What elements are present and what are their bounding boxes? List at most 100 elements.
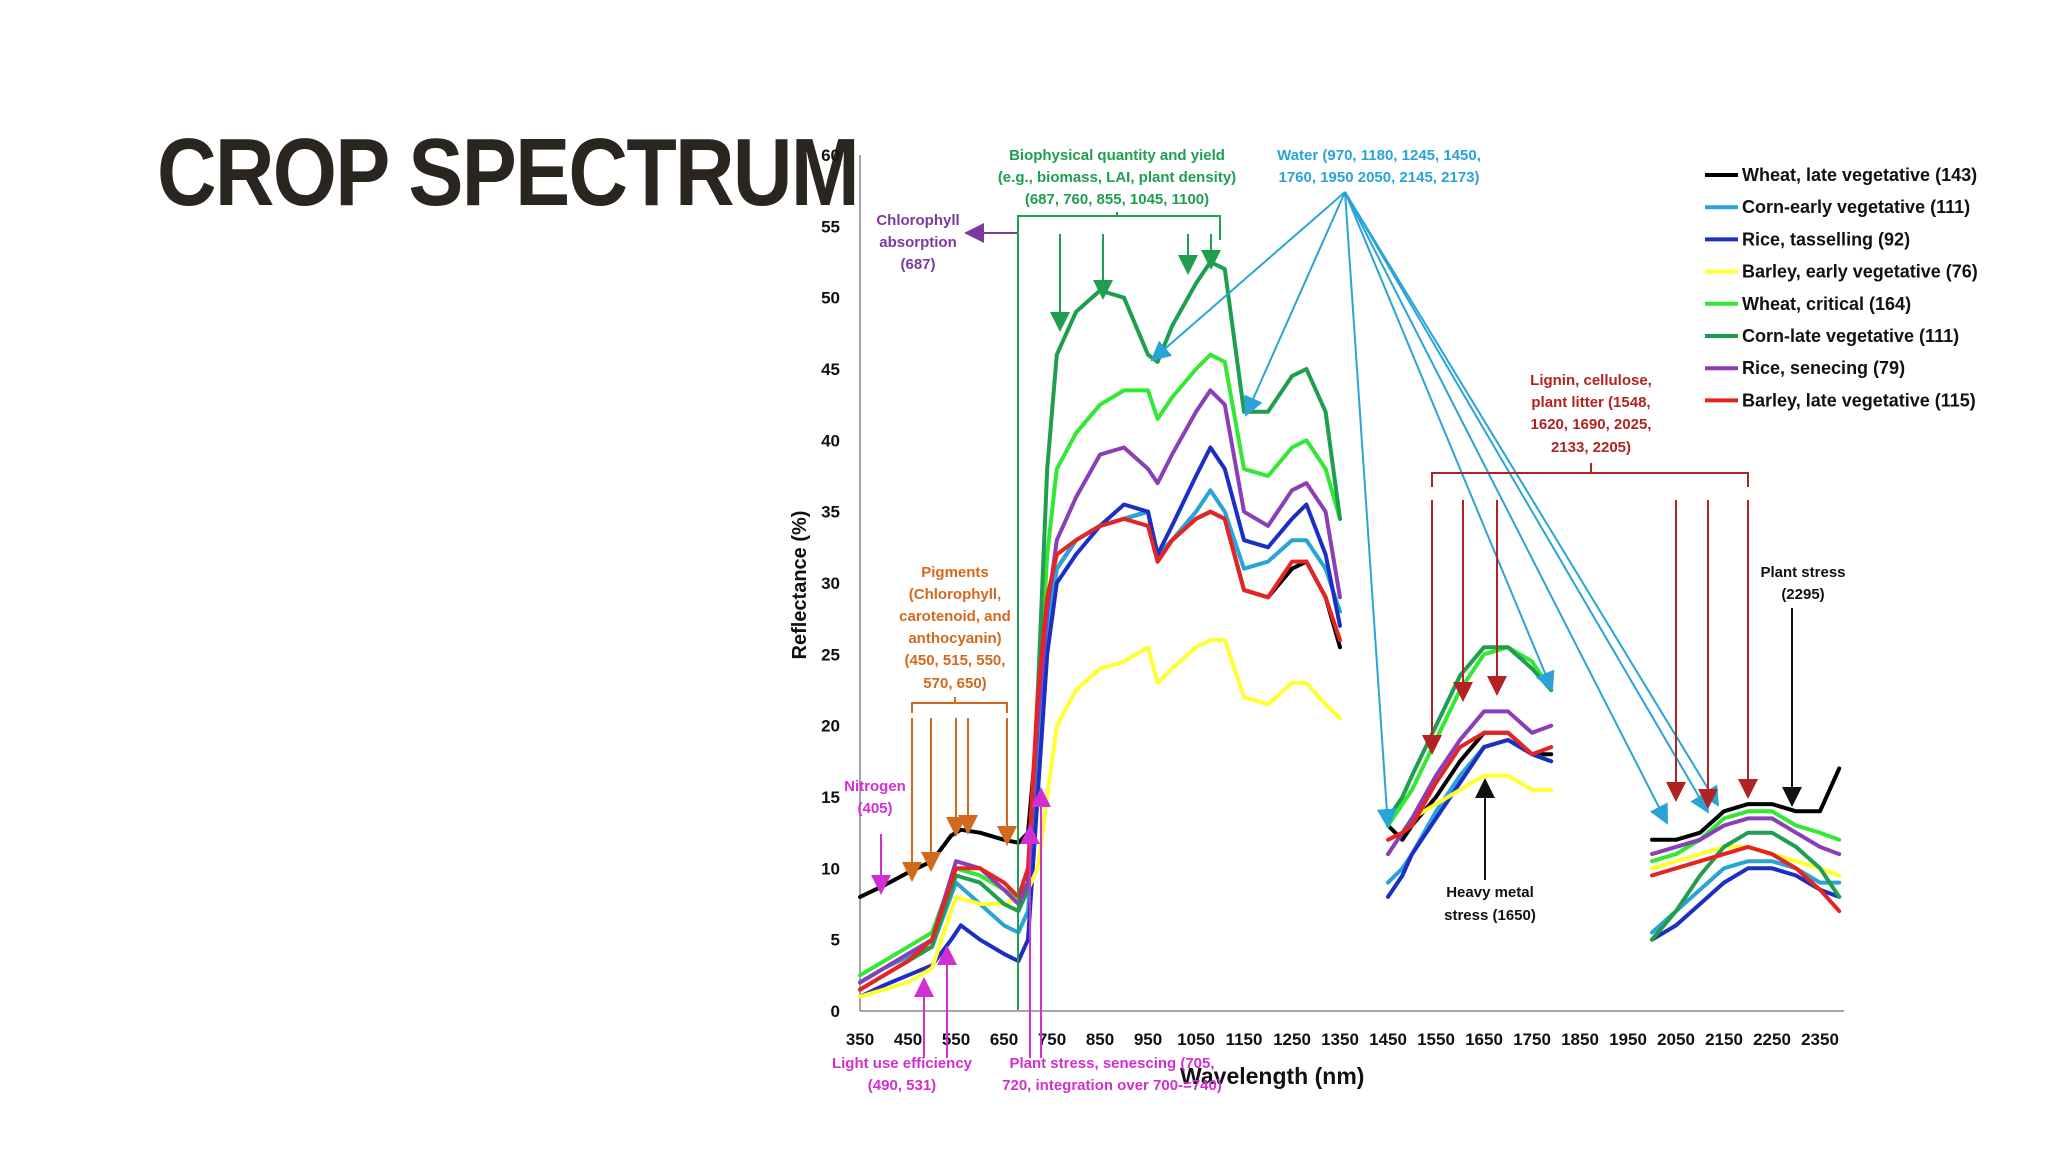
annotation-line: Water (970, 1180, 1245, 1450, [1277, 147, 1481, 164]
water-arrow [1344, 191, 1668, 825]
y-tick-label: 15 [821, 788, 840, 807]
water-arrow [1344, 191, 1397, 829]
series-line-5 [858, 352, 1342, 978]
legend-label: Wheat, critical (164) [1742, 294, 1911, 314]
y-tick-label: 0 [831, 1002, 840, 1021]
annotation-line: (e.g., biomass, LAI, plant density) [998, 169, 1236, 186]
annotation-line: (Chlorophyll, [909, 586, 1002, 603]
x-tick-label: 1150 [1226, 1030, 1263, 1049]
x-tick-label: 1950 [1609, 1030, 1647, 1049]
annotation-heavy-metal: Heavy metal stress (1650) [1444, 884, 1536, 924]
annotation-line: (490, 531) [868, 1077, 936, 1094]
annotation-line: absorption [879, 234, 957, 251]
annotation-line: Heavy metal [1446, 884, 1534, 901]
x-tick-label: 850 [1086, 1030, 1114, 1049]
x-tick-label: 1050 [1177, 1030, 1215, 1049]
legend-label: Corn-early vegetative (111) [1742, 197, 1970, 217]
series-line-3 [858, 445, 1342, 999]
water-arrow [1150, 191, 1346, 362]
series-line-8 [1650, 844, 1842, 914]
legend-label: Rice, tasselling (92) [1742, 229, 1910, 249]
annotation-line: 1760, 1950 2050, 2145, 2173) [1278, 169, 1479, 186]
water-arrow [1344, 191, 1710, 814]
annotation-chlorophyll: Chlorophyll absorption (687) [876, 212, 959, 273]
annotation-line: (405) [857, 800, 892, 817]
x-tick-label: 1250 [1273, 1030, 1311, 1049]
series-line-2 [1650, 859, 1842, 935]
x-tick-label: 350 [846, 1030, 874, 1049]
y-tick-label: 35 [821, 503, 840, 522]
y-tick-label: 5 [831, 931, 840, 950]
annotation-line: Lignin, cellulose, [1530, 372, 1652, 389]
y-tick-label: 45 [821, 360, 840, 379]
series-line-5 [1386, 645, 1554, 828]
annotation-line: 570, 650) [923, 675, 986, 692]
water-arrow [1344, 191, 1555, 692]
x-tick-label: 1450 [1369, 1030, 1407, 1049]
water-arrow [1244, 191, 1346, 417]
series-line-4 [858, 638, 1342, 999]
x-tick-label: 650 [990, 1030, 1018, 1049]
y-tick-label: 50 [821, 289, 840, 308]
x-tick-label: 750 [1038, 1030, 1066, 1049]
series-line-8 [1386, 730, 1554, 842]
annotation-line: 1620, 1690, 2025, [1531, 416, 1652, 433]
x-tick-label: 550 [942, 1030, 970, 1049]
annotation-line: Nitrogen [844, 778, 906, 795]
x-tick-label: 2150 [1705, 1030, 1743, 1049]
series-line-1 [1650, 766, 1842, 842]
x-tick-label: 2250 [1753, 1030, 1791, 1049]
x-axis-title: Wavelength (nm) [1180, 1063, 1364, 1089]
y-tick-label: 10 [821, 859, 840, 878]
water-arrow [1344, 191, 1720, 807]
legend-label: Barley, late vegetative (115) [1742, 390, 1976, 410]
x-tick-label: 450 [894, 1030, 922, 1049]
annotation-line: Biophysical quantity and yield [1009, 147, 1225, 164]
annotation-plant-stress: Plant stress (2295) [1760, 564, 1845, 603]
annotation-pigments: Pigments (Chlorophyll, carotenoid, and a… [899, 564, 1011, 692]
series-line-8 [858, 509, 1342, 992]
slide-title: CROP SPECTRUM [157, 119, 860, 226]
legend: Wheat, late vegetative (143) Corn-early v… [1705, 165, 1978, 410]
series-line-5 [1650, 809, 1842, 864]
x-tick-label: 1350 [1321, 1030, 1359, 1049]
series-line-6 [1386, 645, 1554, 821]
series-line-7 [1650, 816, 1842, 857]
lignin-bracket [1431, 463, 1749, 487]
annotation-biophysical: Biophysical quantity and yield (e.g., bi… [998, 147, 1236, 208]
annotation-nitrogen: Nitrogen (405) [844, 778, 906, 817]
x-tick-label: 1850 [1561, 1030, 1599, 1049]
annotation-line: Chlorophyll [876, 212, 959, 229]
x-tick-label: 1550 [1417, 1030, 1455, 1049]
y-tick-label: 55 [821, 217, 840, 236]
series-line-2 [1386, 737, 1554, 885]
legend-label: Corn-late vegetative (111) [1742, 326, 1959, 346]
x-tick-label: 2050 [1657, 1030, 1695, 1049]
series-line-7 [858, 388, 1342, 985]
series-lines [858, 260, 1842, 999]
y-tick-label: 30 [821, 574, 840, 593]
biophysical-bracket [1017, 212, 1221, 1010]
annotation-line: (687, 760, 855, 1045, 1100) [1025, 191, 1209, 208]
annotation-line: Plant stress [1760, 564, 1845, 581]
x-tick-label: 2350 [1801, 1030, 1839, 1049]
axes: 350 450 550 650 750 850 950 1050 1150 1250 1350 145… [821, 146, 1844, 1049]
x-tick-label: 1650 [1465, 1030, 1503, 1049]
annotation-line: Light use efficiency [832, 1055, 973, 1072]
pigments-bracket [911, 697, 1008, 713]
annotation-line: 720, integration over 700-=740) [1002, 1077, 1222, 1094]
annotation-line: Plant stress, senescing (705, [1009, 1055, 1214, 1072]
y-tick-label: 20 [821, 717, 840, 736]
legend-label: Barley, early vegetative (76) [1742, 262, 1978, 282]
y-tick-label: 40 [821, 431, 840, 450]
annotation-line: stress (1650) [1444, 907, 1536, 924]
y-tick-label: 25 [821, 645, 840, 664]
x-tick-label: 950 [1134, 1030, 1162, 1049]
annotation-line: (687) [900, 256, 935, 273]
annotation-lignin: Lignin, cellulose, plant litter (1548, 1… [1530, 372, 1652, 456]
series-line-6 [1650, 830, 1842, 942]
annotation-water: Water (970, 1180, 1245, 1450, 1760, 1950… [1277, 147, 1481, 186]
annotation-line: plant litter (1548, [1531, 394, 1650, 411]
